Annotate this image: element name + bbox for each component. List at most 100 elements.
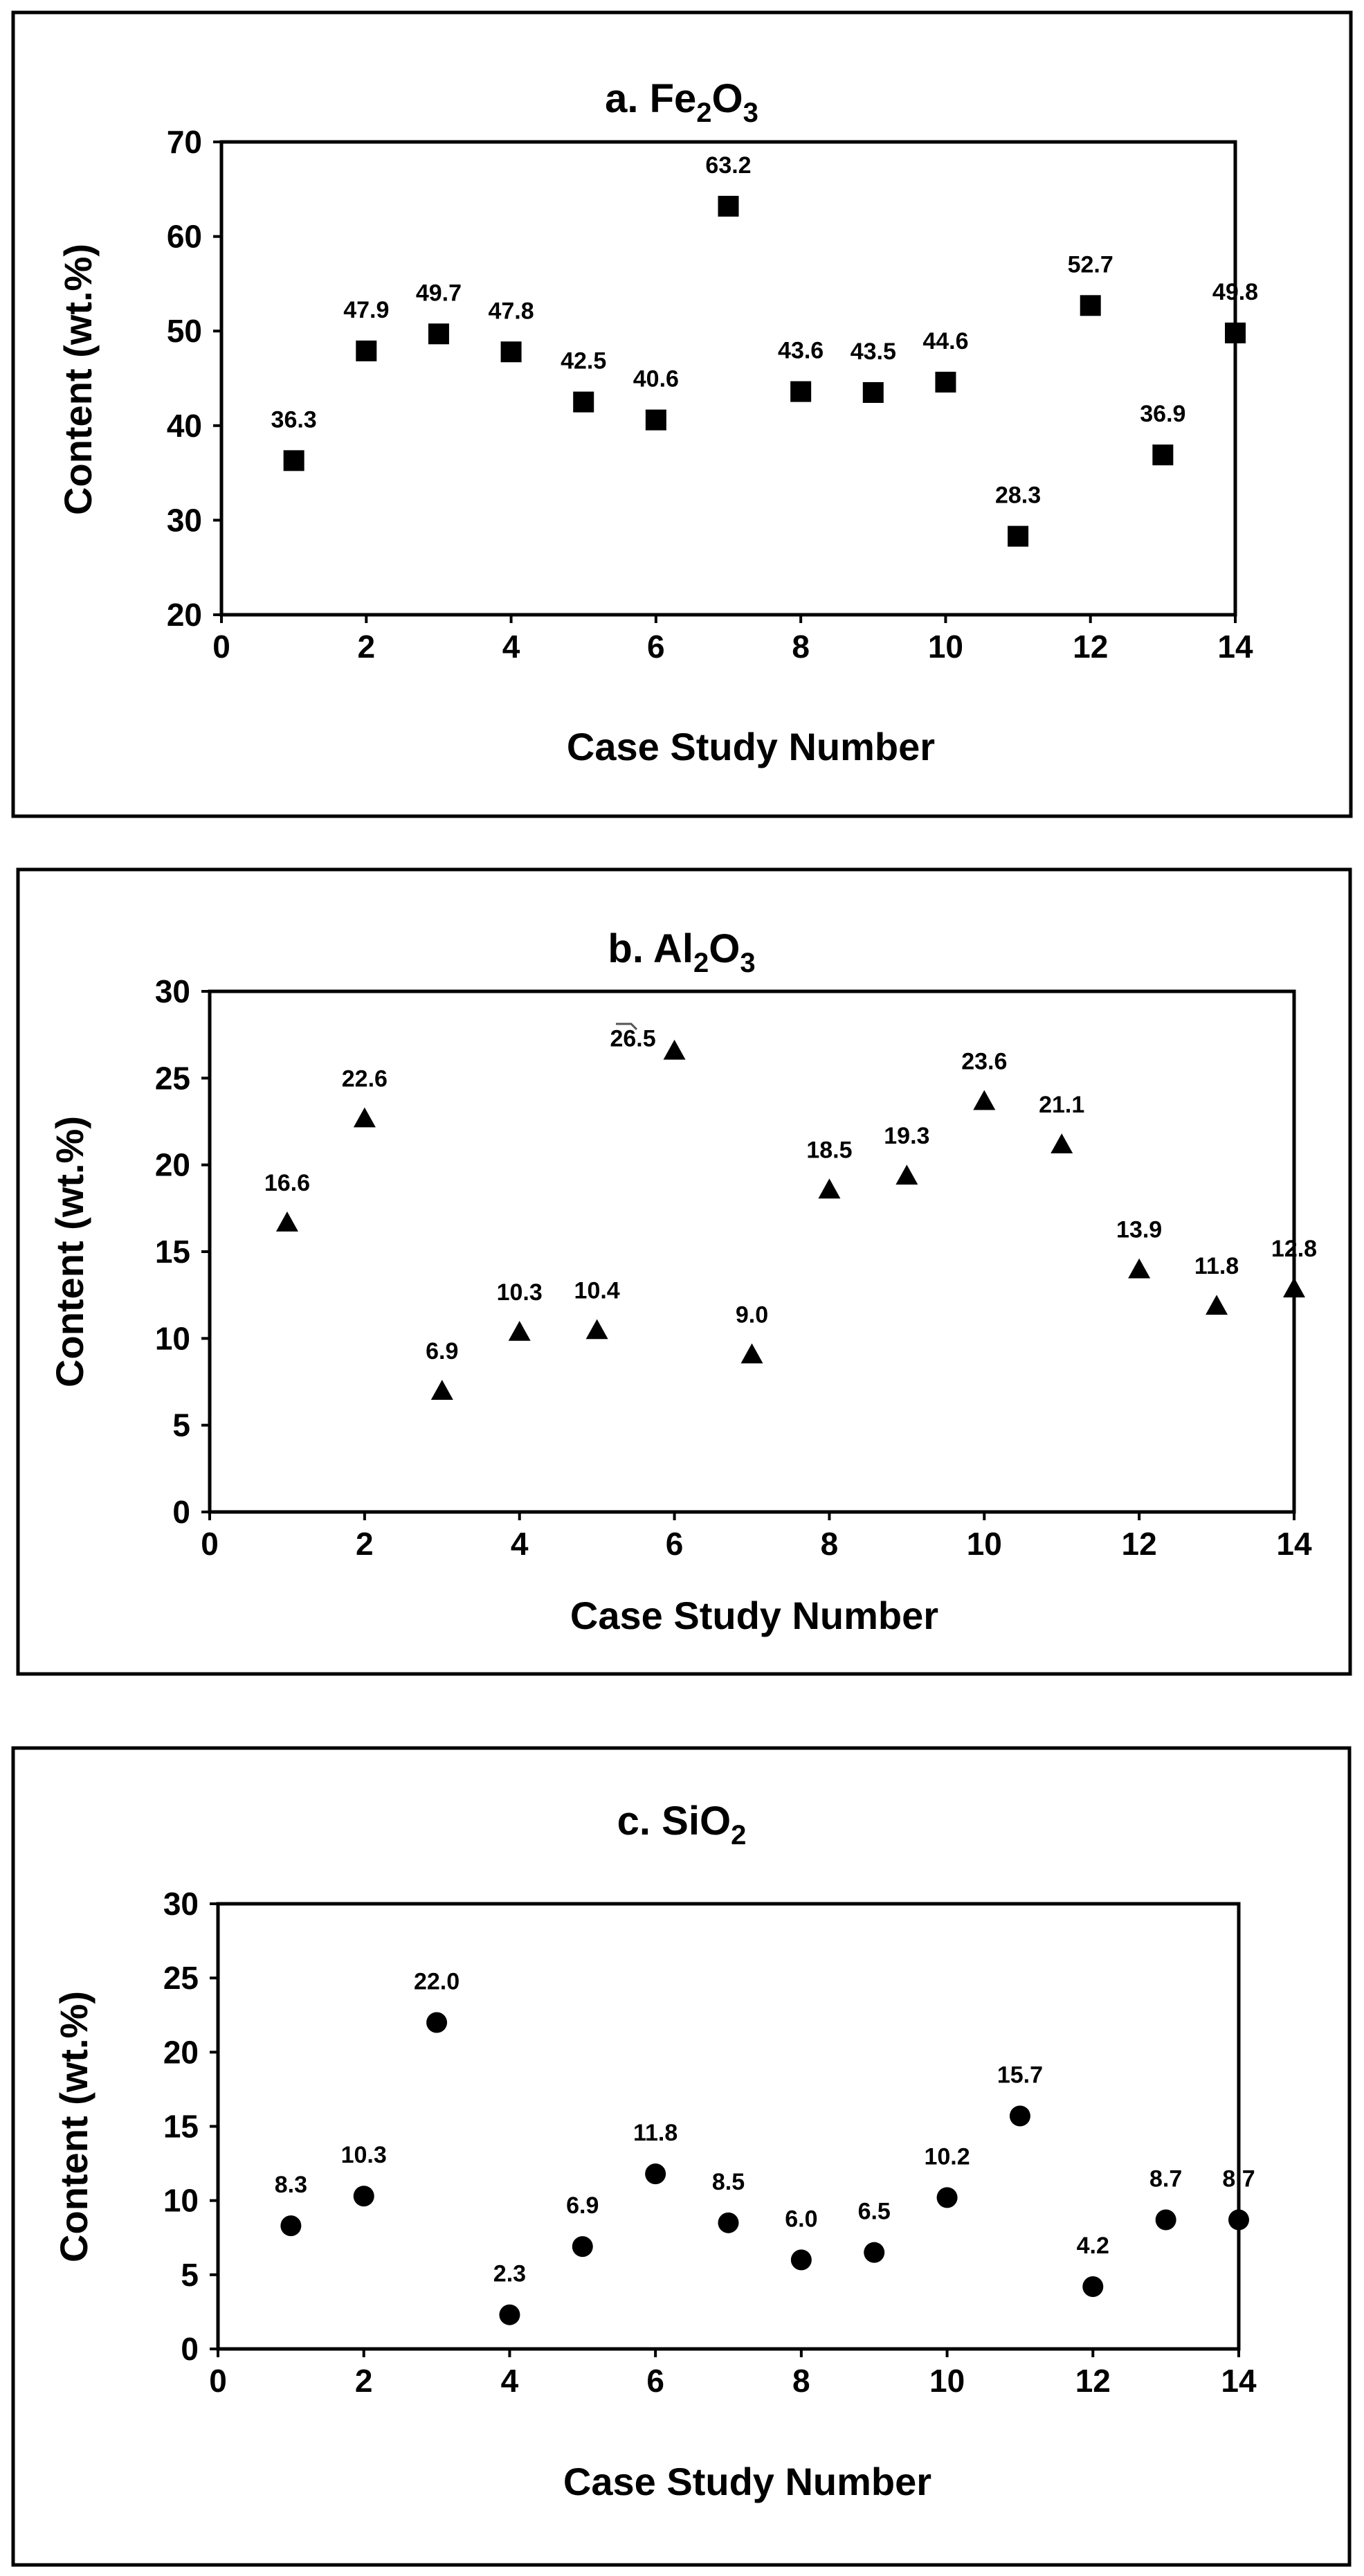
panel-c-data-label: 2.3 [493, 2261, 526, 2287]
panel-a-data-label: 47.9 [343, 297, 389, 323]
panel-b-xtick-label: 0 [201, 1526, 219, 1562]
panel-b-xtick-label: 14 [1276, 1526, 1312, 1562]
panel-c-xtick-label: 8 [792, 2363, 810, 2399]
panel-b-ylabel: Content (wt.%) [48, 1116, 91, 1387]
panel-c-data-label: 15.7 [997, 2062, 1043, 2088]
panel-b-point [818, 1178, 841, 1199]
panel-b-data-label: 10.3 [497, 1279, 543, 1306]
panel-a-point [573, 391, 594, 413]
panel-c-ylabel: Content (wt.%) [52, 1991, 96, 2262]
panel-b-point [1206, 1295, 1228, 1315]
panel-b-data-label: 18.5 [806, 1137, 852, 1163]
panel-c-data-label: 6.9 [566, 2192, 599, 2219]
panel-b-data-label: 6.9 [426, 1338, 458, 1364]
panel-b-data-label: 10.4 [574, 1277, 620, 1304]
panel-b-ytick-label: 30 [155, 973, 190, 1009]
panel-a-data-label: 36.3 [271, 406, 317, 433]
panel-a-data-label: 47.8 [488, 298, 534, 324]
panel-a-title-sub2: 3 [743, 98, 758, 128]
panel-a-data-label: 40.6 [633, 366, 679, 393]
panel-b-ytick-label: 10 [155, 1320, 190, 1356]
panel-c-data-label: 10.3 [341, 2142, 387, 2168]
panel-c-point [1082, 2276, 1104, 2297]
panel-a-xtick-label: 6 [647, 629, 665, 665]
panel-c-xtick-label: 10 [929, 2363, 965, 2399]
panel-b-title-prefix: b. Al [608, 926, 693, 971]
panel-c-ytick-label: 10 [163, 2183, 199, 2219]
panel-b-data-label: 9.0 [736, 1301, 768, 1328]
panel-a-point [1080, 295, 1101, 316]
panel-a-data-label: 43.5 [851, 339, 896, 365]
panel-a-title-prefix: a. Fe [605, 76, 696, 121]
panel-c-data-label: 11.8 [633, 2120, 678, 2146]
panel-a-xtick-label: 14 [1217, 629, 1253, 665]
panel-c-point [718, 2212, 739, 2233]
panel-c-xtick-label: 0 [209, 2363, 227, 2399]
panel-a-marks: 36.3 47.9 49.7 47.8 42.5 40.6 63.2 43.6 43.5 44.6… [271, 152, 1258, 547]
panel-c-data-label: 8.5 [712, 2169, 745, 2195]
panel-b-point [430, 1380, 453, 1400]
panel-a-xtick-label: 8 [792, 629, 810, 665]
panel-a-data-label: 43.6 [778, 338, 824, 364]
panel-b-data-label: 22.6 [342, 1065, 388, 1092]
panel-a-xtick-label: 4 [502, 629, 520, 665]
panel-b-point [1128, 1258, 1151, 1279]
panel-c-title: c. SiO2 [617, 1799, 747, 1850]
panel-a-xtick-label: 10 [928, 629, 963, 665]
panel-a-data-label: 42.5 [561, 348, 606, 375]
panel-a-frame [11, 10, 1353, 818]
panel-a-xtick-label: 2 [357, 629, 375, 665]
panel-a-point [790, 381, 812, 402]
panel-a-title: a. Fe2O3 [605, 76, 758, 128]
panel-c-point [353, 2186, 374, 2207]
panel-a-ytick-label: 30 [167, 502, 202, 538]
panel-a-title-mid: O [712, 76, 743, 121]
panel-a-data-label: 49.8 [1212, 279, 1258, 305]
panel-c-xtick-label: 6 [646, 2363, 664, 2399]
panel-a-point [428, 323, 449, 345]
panel-c-ytick-label: 30 [163, 1886, 199, 1922]
panel-a-ytick-label: 20 [167, 597, 202, 633]
panel-b-point [353, 1107, 376, 1128]
panel-a-data-label: 49.7 [416, 280, 462, 306]
panel-b-xtick-label: 10 [967, 1526, 1002, 1562]
panel-b-ytick-label: 20 [155, 1147, 190, 1183]
panel-c-data-label: 6.5 [858, 2199, 891, 2225]
panel-b-title-sub1: 2 [693, 948, 709, 978]
panel-b-ytick-label: 0 [172, 1494, 190, 1530]
panel-b-leader-line [616, 1023, 638, 1031]
panel-b-data-label: 21.1 [1039, 1092, 1084, 1118]
panel-b-marks: 16.6 22.6 6.9 10.3 10.4 26.5 9.0 18.5 19.3 23.6 21… [264, 1026, 1317, 1400]
panel-c-point [790, 2249, 812, 2271]
panel-a-point [1152, 444, 1174, 466]
panel-b-ytick-label: 5 [172, 1407, 190, 1443]
panel-a-data-label: 28.3 [995, 483, 1041, 509]
panel-b-xtick-label: 8 [821, 1526, 839, 1562]
panel-a-point [500, 341, 522, 363]
panel-b-data-label: 11.8 [1194, 1253, 1239, 1279]
panel-b-point [275, 1212, 298, 1232]
panel-c-data-label: 22.0 [414, 1968, 460, 1994]
panel-a-ticks: 0 2 4 6 8 10 12 14 20 30 40 50 60 70 [167, 124, 1253, 665]
panel-b-data-label: 26.5 [610, 1026, 655, 1052]
panel-c-point [572, 2236, 593, 2258]
panel-b-data-label: 23.6 [961, 1048, 1007, 1074]
panel-a-data-label: 63.2 [705, 152, 751, 179]
panel-b-ytick-label: 15 [155, 1234, 190, 1270]
panel-c-title-prefix: c. SiO [617, 1799, 731, 1844]
panel-c-point [1155, 2209, 1176, 2231]
panel-b-ytick-label: 25 [155, 1060, 190, 1096]
panel-c-point [1228, 2209, 1249, 2231]
panel-c-ytick-label: 25 [163, 1960, 199, 1996]
panel-c-point [864, 2242, 885, 2263]
panel-c-data-label: 10.2 [924, 2143, 970, 2170]
panel-c-data-label: 6.0 [785, 2206, 817, 2232]
panel-b-title: b. Al2O3 [608, 926, 755, 978]
panel-c-xtick-label: 2 [355, 2363, 373, 2399]
panel-a-xtick-label: 12 [1073, 629, 1108, 665]
panel-b-point [895, 1164, 918, 1185]
panel-c-data-label: 8.7 [1149, 2166, 1182, 2192]
panel-a-point [862, 381, 884, 403]
panel-c-ytick-label: 5 [181, 2257, 199, 2293]
